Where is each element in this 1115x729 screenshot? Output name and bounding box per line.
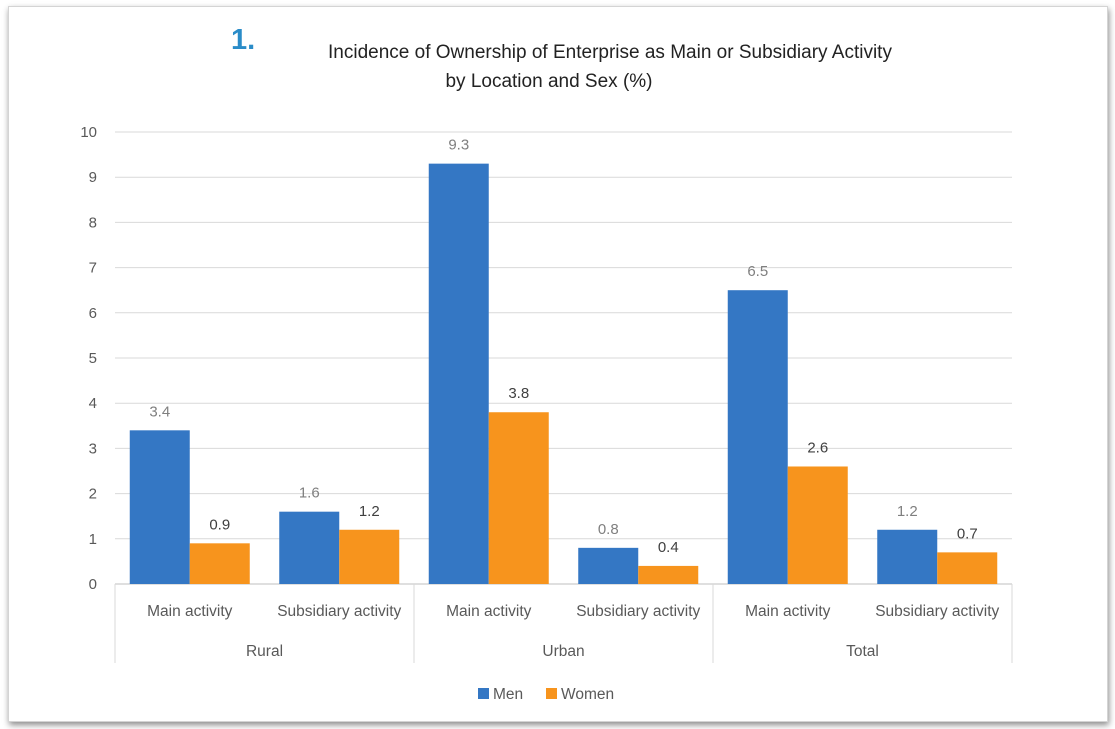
- bar-women: [189, 543, 250, 584]
- bar-women: [638, 565, 699, 584]
- x-category-label: Subsidiary activity: [576, 603, 700, 620]
- bar-men: [428, 163, 489, 584]
- chart-title-line-2: by Location and Sex (%): [445, 71, 652, 92]
- data-label: 1.2: [359, 503, 380, 520]
- legend-swatch-women: [546, 688, 557, 699]
- data-label: 0.9: [209, 516, 230, 533]
- y-tick-label: 6: [89, 305, 97, 322]
- y-tick-label: 1: [89, 531, 97, 548]
- bars: [129, 163, 998, 584]
- x-category-label: Subsidiary activity: [875, 603, 999, 620]
- bar-women: [787, 466, 848, 584]
- y-tick-label: 7: [89, 260, 97, 277]
- y-axis-ticks: 0 1 2 3 4 5 6 7 8 9 10: [80, 124, 97, 593]
- x-axis: Main activity Subsidiary activity Rural Mai…: [114, 584, 1013, 663]
- bar-men: [727, 290, 788, 584]
- y-tick-label: 4: [89, 395, 97, 412]
- data-label: 0.7: [957, 525, 978, 542]
- data-label: 0.4: [658, 539, 679, 556]
- x-category-label: Subsidiary activity: [277, 603, 401, 620]
- y-tick-label: 10: [80, 124, 97, 141]
- bar-men: [578, 547, 639, 584]
- gridlines: [115, 131, 1012, 585]
- bar-women: [937, 552, 998, 584]
- data-label: 6.5: [747, 263, 768, 280]
- y-tick-label: 8: [89, 214, 97, 231]
- x-group-label: Total: [846, 643, 879, 660]
- bar-women: [339, 529, 400, 584]
- legend-label-men: Men: [493, 686, 523, 703]
- data-label: 3.8: [508, 385, 529, 402]
- legend-swatch-men: [478, 688, 489, 699]
- y-tick-label: 3: [89, 440, 97, 457]
- data-label: 0.8: [598, 521, 619, 538]
- data-label: 9.3: [448, 137, 469, 154]
- x-group-label: Urban: [542, 643, 584, 660]
- chart-frame: [8, 6, 1108, 722]
- x-category-label: Main activity: [446, 603, 532, 620]
- y-tick-label: 0: [89, 576, 97, 593]
- legend: Men Women: [478, 686, 614, 703]
- y-tick-label: 2: [89, 486, 97, 503]
- legend-label-women: Women: [561, 686, 614, 703]
- data-label: 2.6: [807, 439, 828, 456]
- x-category-label: Main activity: [147, 603, 233, 620]
- x-category-label: Main activity: [745, 603, 831, 620]
- y-tick-label: 9: [89, 169, 97, 186]
- chart-title-line-1: Incidence of Ownership of Enterprise as …: [328, 42, 892, 63]
- data-label: 3.4: [149, 403, 170, 420]
- figure-number: 1.: [231, 24, 256, 56]
- bar-men: [877, 529, 938, 584]
- bar-men: [129, 430, 190, 584]
- data-label: 1.2: [897, 503, 918, 520]
- bar-women: [488, 412, 549, 584]
- data-labels: 3.4 1.6 9.3 0.8 6.5 1.2 0.9 1.2 3.8 0.4 2.6 0.7: [149, 137, 977, 556]
- x-group-label: Rural: [246, 643, 283, 660]
- bar-men: [279, 511, 340, 584]
- y-tick-label: 5: [89, 350, 97, 367]
- data-label: 1.6: [299, 485, 320, 502]
